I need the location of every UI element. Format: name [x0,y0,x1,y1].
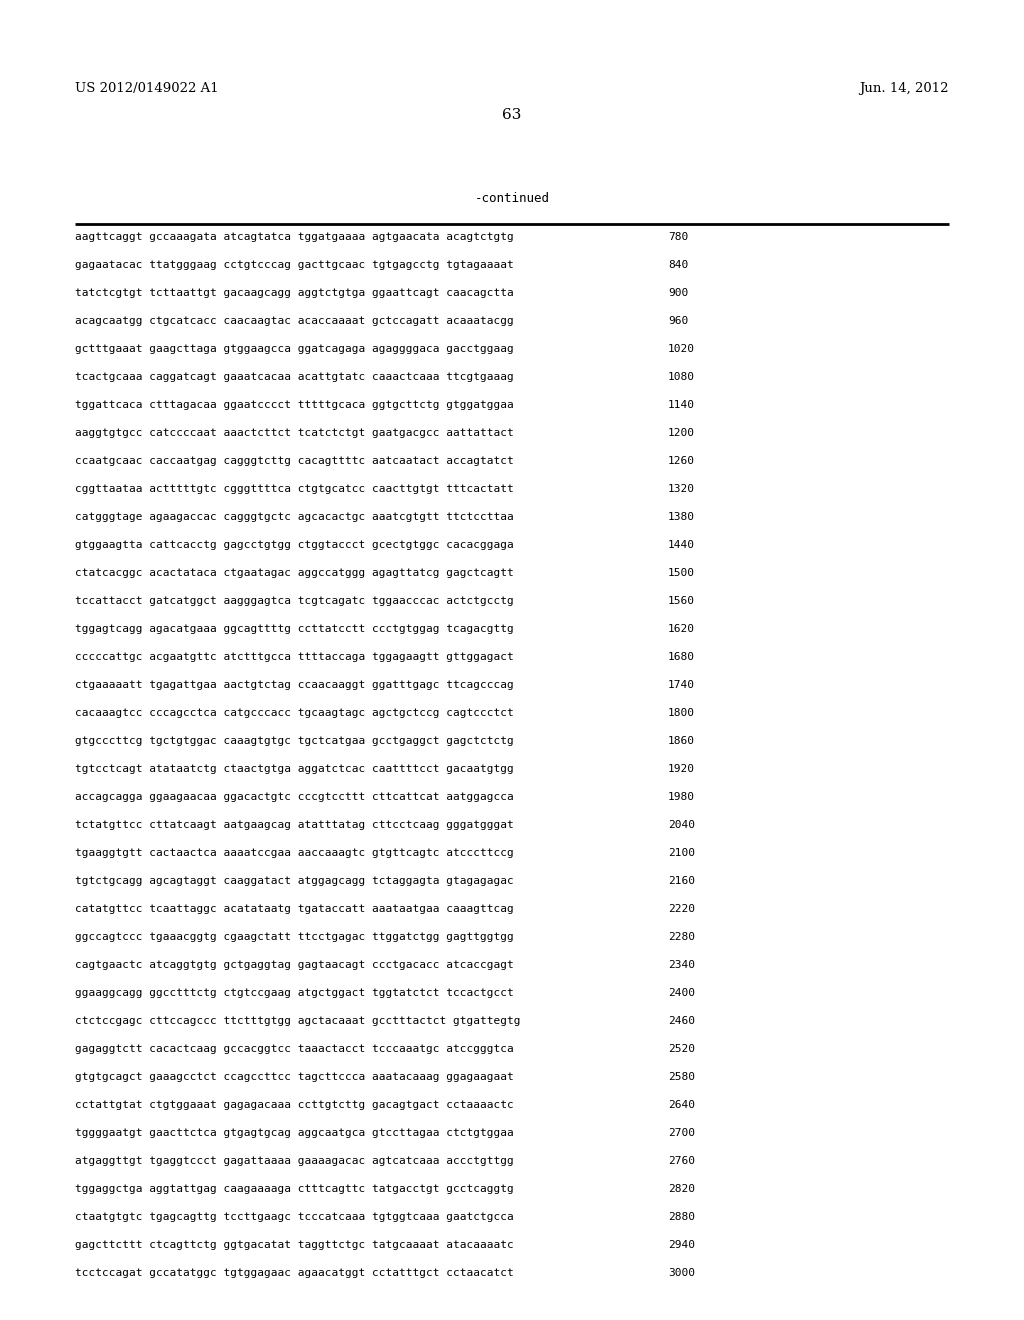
Text: gtggaagtta cattcacctg gagcctgtgg ctggtaccct gcectgtggc cacacggaga: gtggaagtta cattcacctg gagcctgtgg ctggtac… [75,540,514,550]
Text: gtgtgcagct gaaagcctct ccagccttcc tagcttccca aaatacaaag ggagaagaat: gtgtgcagct gaaagcctct ccagccttcc tagcttc… [75,1072,514,1082]
Text: catgggtage agaagaccac cagggtgctc agcacactgc aaatcgtgtt ttctccttaa: catgggtage agaagaccac cagggtgctc agcacac… [75,512,514,521]
Text: tgtcctcagt atataatctg ctaactgtga aggatctcac caattttcct gacaatgtgg: tgtcctcagt atataatctg ctaactgtga aggatct… [75,764,514,774]
Text: 1680: 1680 [668,652,695,663]
Text: 2400: 2400 [668,987,695,998]
Text: Jun. 14, 2012: Jun. 14, 2012 [859,82,949,95]
Text: cacaaagtcc cccagcctca catgcccacc tgcaagtagc agctgctccg cagtccctct: cacaaagtcc cccagcctca catgcccacc tgcaagt… [75,708,514,718]
Text: 1980: 1980 [668,792,695,803]
Text: tgaaggtgtt cactaactca aaaatccgaa aaccaaagtc gtgttcagtc atcccttccg: tgaaggtgtt cactaactca aaaatccgaa aaccaaa… [75,847,514,858]
Text: 1440: 1440 [668,540,695,550]
Text: gctttgaaat gaagcttaga gtggaagcca ggatcagaga agaggggaca gacctggaag: gctttgaaat gaagcttaga gtggaagcca ggatcag… [75,345,514,354]
Text: 780: 780 [668,232,688,242]
Text: 1620: 1620 [668,624,695,634]
Text: ccaatgcaac caccaatgag cagggtcttg cacagttttc aatcaatact accagtatct: ccaatgcaac caccaatgag cagggtcttg cacagtt… [75,455,514,466]
Text: ctaatgtgtc tgagcagttg tccttgaagc tcccatcaaa tgtggtcaaa gaatctgcca: ctaatgtgtc tgagcagttg tccttgaagc tcccatc… [75,1212,514,1222]
Text: 1920: 1920 [668,764,695,774]
Text: 900: 900 [668,288,688,298]
Text: tgtctgcagg agcagtaggt caaggatact atggagcagg tctaggagta gtagagagac: tgtctgcagg agcagtaggt caaggatact atggagc… [75,876,514,886]
Text: 1740: 1740 [668,680,695,690]
Text: 2940: 2940 [668,1239,695,1250]
Text: 1380: 1380 [668,512,695,521]
Text: 1860: 1860 [668,737,695,746]
Text: 1500: 1500 [668,568,695,578]
Text: aagttcaggt gccaaagata atcagtatca tggatgaaaa agtgaacata acagtctgtg: aagttcaggt gccaaagata atcagtatca tggatga… [75,232,514,242]
Text: 2340: 2340 [668,960,695,970]
Text: 960: 960 [668,315,688,326]
Text: 63: 63 [503,108,521,121]
Text: gtgcccttcg tgctgtggac caaagtgtgc tgctcatgaa gcctgaggct gagctctctg: gtgcccttcg tgctgtggac caaagtgtgc tgctcat… [75,737,514,746]
Text: tggagtcagg agacatgaaa ggcagttttg ccttatcctt ccctgtggag tcagacgttg: tggagtcagg agacatgaaa ggcagttttg ccttatc… [75,624,514,634]
Text: ggaaggcagg ggcctttctg ctgtccgaag atgctggact tggtatctct tccactgcct: ggaaggcagg ggcctttctg ctgtccgaag atgctgg… [75,987,514,998]
Text: 1560: 1560 [668,597,695,606]
Text: atgaggttgt tgaggtccct gagattaaaa gaaaagacac agtcatcaaa accctgttgg: atgaggttgt tgaggtccct gagattaaaa gaaaaga… [75,1156,514,1166]
Text: 1200: 1200 [668,428,695,438]
Text: 2580: 2580 [668,1072,695,1082]
Text: 2880: 2880 [668,1212,695,1222]
Text: 2760: 2760 [668,1156,695,1166]
Text: 840: 840 [668,260,688,271]
Text: 2700: 2700 [668,1129,695,1138]
Text: gagcttcttt ctcagttctg ggtgacatat taggttctgc tatgcaaaat atacaaaatc: gagcttcttt ctcagttctg ggtgacatat taggttc… [75,1239,514,1250]
Text: 1800: 1800 [668,708,695,718]
Text: 2040: 2040 [668,820,695,830]
Text: 2460: 2460 [668,1016,695,1026]
Text: tctatgttcc cttatcaagt aatgaagcag atatttatag cttcctcaag gggatgggat: tctatgttcc cttatcaagt aatgaagcag atattta… [75,820,514,830]
Text: 1320: 1320 [668,484,695,494]
Text: tcctccagat gccatatggc tgtggagaac agaacatggt cctatttgct cctaacatct: tcctccagat gccatatggc tgtggagaac agaacat… [75,1269,514,1278]
Text: 2640: 2640 [668,1100,695,1110]
Text: ggccagtccc tgaaacggtg cgaagctatt ttcctgagac ttggatctgg gagttggtgg: ggccagtccc tgaaacggtg cgaagctatt ttcctga… [75,932,514,942]
Text: 1080: 1080 [668,372,695,381]
Text: tcactgcaaa caggatcagt gaaatcacaa acattgtatc caaactcaaa ttcgtgaaag: tcactgcaaa caggatcagt gaaatcacaa acattgt… [75,372,514,381]
Text: US 2012/0149022 A1: US 2012/0149022 A1 [75,82,219,95]
Text: 1260: 1260 [668,455,695,466]
Text: 2520: 2520 [668,1044,695,1053]
Text: cctattgtat ctgtggaaat gagagacaaa ccttgtcttg gacagtgact cctaaaactc: cctattgtat ctgtggaaat gagagacaaa ccttgtc… [75,1100,514,1110]
Text: -continued: -continued [474,191,550,205]
Text: 2220: 2220 [668,904,695,913]
Text: cagtgaactc atcaggtgtg gctgaggtag gagtaacagt ccctgacacc atcaccgagt: cagtgaactc atcaggtgtg gctgaggtag gagtaac… [75,960,514,970]
Text: catatgttcc tcaattaggc acatataatg tgataccatt aaataatgaa caaagttcag: catatgttcc tcaattaggc acatataatg tgatacc… [75,904,514,913]
Text: tggggaatgt gaacttctca gtgagtgcag aggcaatgca gtccttagaa ctctgtggaa: tggggaatgt gaacttctca gtgagtgcag aggcaat… [75,1129,514,1138]
Text: gagaggtctt cacactcaag gccacggtcc taaactacct tcccaaatgc atccgggtca: gagaggtctt cacactcaag gccacggtcc taaacta… [75,1044,514,1053]
Text: ctatcacggc acactataca ctgaatagac aggccatggg agagttatcg gagctcagtt: ctatcacggc acactataca ctgaatagac aggccat… [75,568,514,578]
Text: 1140: 1140 [668,400,695,411]
Text: 2820: 2820 [668,1184,695,1195]
Text: ctgaaaaatt tgagattgaa aactgtctag ccaacaaggt ggatttgagc ttcagcccag: ctgaaaaatt tgagattgaa aactgtctag ccaacaa… [75,680,514,690]
Text: tccattacct gatcatggct aagggagtca tcgtcagatc tggaacccac actctgcctg: tccattacct gatcatggct aagggagtca tcgtcag… [75,597,514,606]
Text: cccccattgc acgaatgttc atctttgcca ttttaccaga tggagaagtt gttggagact: cccccattgc acgaatgttc atctttgcca ttttacc… [75,652,514,663]
Text: tggaggctga aggtattgag caagaaaaga ctttcagttc tatgacctgt gcctcaggtg: tggaggctga aggtattgag caagaaaaga ctttcag… [75,1184,514,1195]
Text: ctctccgagc cttccagccc ttctttgtgg agctacaaat gcctttactct gtgattegtg: ctctccgagc cttccagccc ttctttgtgg agctaca… [75,1016,520,1026]
Text: 3000: 3000 [668,1269,695,1278]
Text: 2280: 2280 [668,932,695,942]
Text: acagcaatgg ctgcatcacc caacaagtac acaccaaaat gctccagatt acaaatacgg: acagcaatgg ctgcatcacc caacaagtac acaccaa… [75,315,514,326]
Text: tggattcaca ctttagacaa ggaatcccct tttttgcaca ggtgcttctg gtggatggaa: tggattcaca ctttagacaa ggaatcccct tttttgc… [75,400,514,411]
Text: cggttaataa actttttgtc cgggttttca ctgtgcatcc caacttgtgt tttcactatt: cggttaataa actttttgtc cgggttttca ctgtgca… [75,484,514,494]
Text: 2160: 2160 [668,876,695,886]
Text: 2100: 2100 [668,847,695,858]
Text: aaggtgtgcc catccccaat aaactcttct tcatctctgt gaatgacgcc aattattact: aaggtgtgcc catccccaat aaactcttct tcatctc… [75,428,514,438]
Text: gagaatacac ttatgggaag cctgtcccag gacttgcaac tgtgagcctg tgtagaaaat: gagaatacac ttatgggaag cctgtcccag gacttgc… [75,260,514,271]
Text: tatctcgtgt tcttaattgt gacaagcagg aggtctgtga ggaattcagt caacagctta: tatctcgtgt tcttaattgt gacaagcagg aggtctg… [75,288,514,298]
Text: accagcagga ggaagaacaa ggacactgtc cccgtccttt cttcattcat aatggagcca: accagcagga ggaagaacaa ggacactgtc cccgtcc… [75,792,514,803]
Text: 1020: 1020 [668,345,695,354]
